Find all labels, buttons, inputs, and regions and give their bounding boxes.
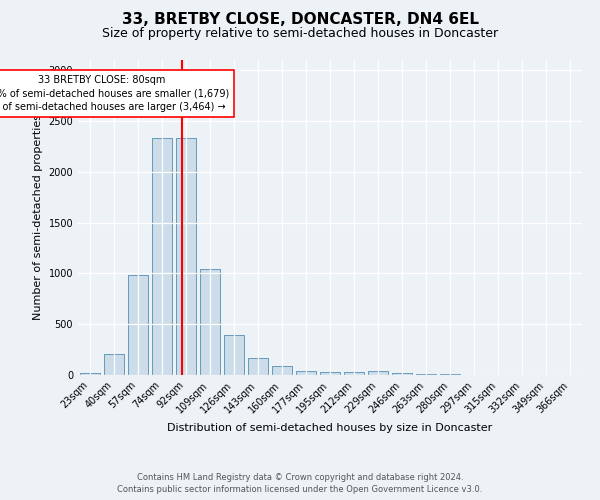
Bar — [152, 138, 172, 375]
Text: 33, BRETBY CLOSE, DONCASTER, DN4 6EL: 33, BRETBY CLOSE, DONCASTER, DN4 6EL — [121, 12, 479, 28]
Bar — [200, 270, 220, 375]
Text: 33 BRETBY CLOSE: 80sqm
← 32% of semi-detached houses are smaller (1,679)
66% of : 33 BRETBY CLOSE: 80sqm ← 32% of semi-det… — [0, 75, 230, 112]
Bar — [176, 138, 196, 375]
Bar — [272, 366, 292, 375]
Bar — [104, 354, 124, 375]
Text: Contains HM Land Registry data © Crown copyright and database right 2024.
Contai: Contains HM Land Registry data © Crown c… — [118, 472, 482, 494]
Bar — [416, 374, 436, 375]
Bar — [224, 336, 244, 375]
Bar — [440, 374, 460, 375]
Bar — [392, 373, 412, 375]
Bar — [368, 372, 388, 375]
Bar — [128, 276, 148, 375]
X-axis label: Distribution of semi-detached houses by size in Doncaster: Distribution of semi-detached houses by … — [167, 423, 493, 433]
Bar — [248, 358, 268, 375]
Bar — [80, 373, 100, 375]
Text: Size of property relative to semi-detached houses in Doncaster: Size of property relative to semi-detach… — [102, 28, 498, 40]
Y-axis label: Number of semi-detached properties: Number of semi-detached properties — [33, 114, 43, 320]
Bar — [320, 372, 340, 375]
Bar — [296, 371, 316, 375]
Bar — [344, 372, 364, 375]
